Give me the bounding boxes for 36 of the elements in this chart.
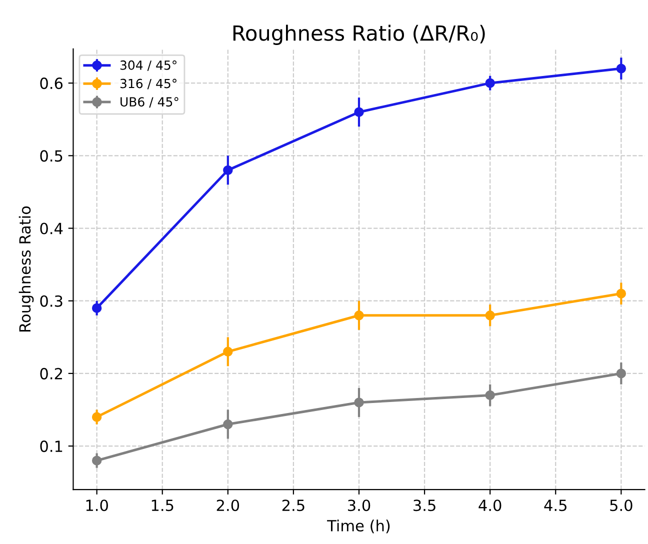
- x-tick-label: 3.0: [348, 500, 370, 512]
- x-tick-label: 4.5: [544, 500, 566, 512]
- legend-label: 304 / 45°: [120, 60, 176, 71]
- y-tick-label: 0.2: [40, 368, 62, 380]
- point: [354, 107, 364, 117]
- point: [92, 303, 102, 313]
- y-tick-label: 0.1: [40, 440, 62, 452]
- legend-label: 316 / 45°: [120, 78, 176, 90]
- point: [485, 78, 495, 88]
- point: [92, 456, 102, 466]
- y-tick-label: 0.3: [40, 295, 62, 307]
- x-tick-label: 1.5: [152, 500, 174, 512]
- point: [223, 346, 233, 357]
- chart-title: Roughness Ratio (ΔR/R₀): [233, 24, 485, 45]
- x-tick-label: 2.0: [216, 500, 240, 512]
- point: [223, 419, 233, 430]
- y-axis-title: Roughness Ratio: [18, 206, 34, 332]
- x-tick-label: 3.5: [414, 500, 436, 512]
- point: [485, 310, 495, 320]
- point: [354, 310, 364, 320]
- x-axis-title: Time (h): [327, 520, 390, 534]
- x-tick-label: 4.0: [478, 500, 502, 512]
- legend-label: UB6 / 45°: [120, 97, 178, 108]
- point: [223, 165, 233, 176]
- point: [616, 64, 626, 74]
- y-tick-label: 0.4: [40, 222, 63, 234]
- x-tick-label: 5.0: [610, 500, 632, 512]
- x-tick-label: 2.5: [282, 500, 304, 512]
- point: [354, 398, 364, 408]
- point: [616, 288, 626, 298]
- x-tick-label: 1.0: [86, 500, 108, 512]
- point: [485, 390, 495, 400]
- point: [616, 368, 626, 378]
- point: [92, 412, 102, 422]
- y-tick-label: 0.6: [40, 78, 63, 90]
- y-tick-label: 0.5: [40, 150, 62, 162]
